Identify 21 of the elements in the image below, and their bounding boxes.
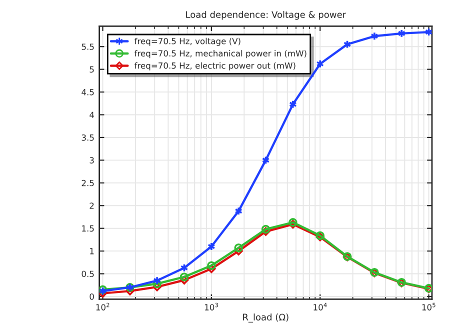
y-tick-label: 1 — [90, 248, 94, 254]
y-tick-label: 0.5 — [82, 270, 94, 278]
y-tick-label: 3 — [90, 157, 94, 164]
legend-label: freq=70.5 Hz, voltage (V) — [134, 38, 240, 46]
y-tick-label: 5 — [90, 66, 94, 73]
y-tick-label: 5.5 — [82, 44, 94, 50]
x-tick-label: 10$^{2}$ — [96, 302, 110, 310]
y-tick-label: 0 — [90, 293, 94, 300]
legend-label: freq=70.5 Hz, mechanical power in (mW) — [134, 50, 306, 58]
y-tick-label: 2 — [90, 202, 94, 209]
x-axis-title: R_load (Ω) — [243, 314, 288, 323]
x-tick-label: 10$^{4}$ — [314, 302, 327, 310]
y-tick-label: 4.5 — [82, 89, 94, 96]
y-tick-label: 2.5 — [82, 180, 94, 186]
x-tick-label: 10$^{3}$ — [205, 302, 218, 310]
legend-label: freq=70.5 Hz, electric power out (mW) — [134, 62, 296, 70]
y-tick-label: 1.5 — [82, 225, 94, 232]
chart-title: Load dependence: Voltage & power — [186, 10, 346, 20]
x-tick-label: 10$^{5}$ — [422, 302, 436, 310]
y-tick-label: 3.5 — [82, 134, 94, 141]
y-tick-label: 4 — [90, 112, 94, 118]
